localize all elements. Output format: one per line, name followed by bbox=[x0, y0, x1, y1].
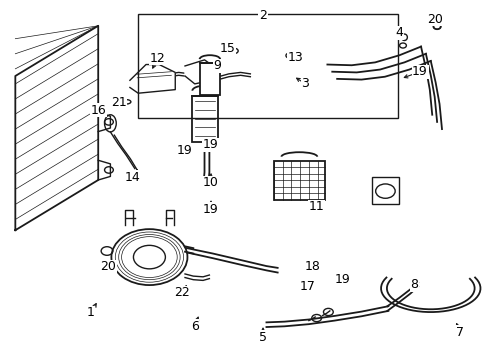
Text: 21: 21 bbox=[111, 96, 126, 109]
Text: 8: 8 bbox=[409, 278, 417, 291]
Text: 17: 17 bbox=[299, 280, 315, 293]
Text: 11: 11 bbox=[308, 201, 324, 213]
Text: 22: 22 bbox=[174, 287, 189, 300]
Text: 14: 14 bbox=[124, 171, 140, 184]
Bar bbox=[273, 161, 325, 200]
Text: 3: 3 bbox=[301, 77, 309, 90]
Text: 15: 15 bbox=[219, 41, 235, 54]
Text: 12: 12 bbox=[149, 51, 165, 64]
Text: 4: 4 bbox=[395, 27, 403, 40]
Text: 6: 6 bbox=[190, 320, 198, 333]
Polygon shape bbox=[184, 60, 216, 84]
Text: 7: 7 bbox=[455, 326, 463, 339]
Bar bbox=[199, 63, 220, 95]
Polygon shape bbox=[130, 64, 175, 93]
Circle shape bbox=[111, 229, 187, 285]
Text: 16: 16 bbox=[90, 104, 106, 117]
Text: 18: 18 bbox=[304, 260, 320, 273]
Text: 19: 19 bbox=[202, 138, 218, 151]
Bar bbox=[371, 177, 398, 204]
Text: 10: 10 bbox=[202, 176, 218, 189]
Text: 1: 1 bbox=[87, 306, 95, 319]
Text: 20: 20 bbox=[426, 13, 442, 26]
Text: 5: 5 bbox=[259, 330, 266, 343]
Text: 2: 2 bbox=[259, 9, 266, 22]
Text: 9: 9 bbox=[213, 59, 221, 72]
Bar bbox=[192, 96, 217, 142]
Bar bbox=[138, 14, 397, 118]
Text: 20: 20 bbox=[100, 260, 116, 273]
Text: 13: 13 bbox=[287, 51, 303, 64]
Text: 19: 19 bbox=[177, 144, 192, 157]
Text: 19: 19 bbox=[334, 273, 350, 286]
Text: 19: 19 bbox=[411, 65, 427, 78]
Text: 19: 19 bbox=[202, 203, 218, 216]
Polygon shape bbox=[15, 26, 98, 230]
